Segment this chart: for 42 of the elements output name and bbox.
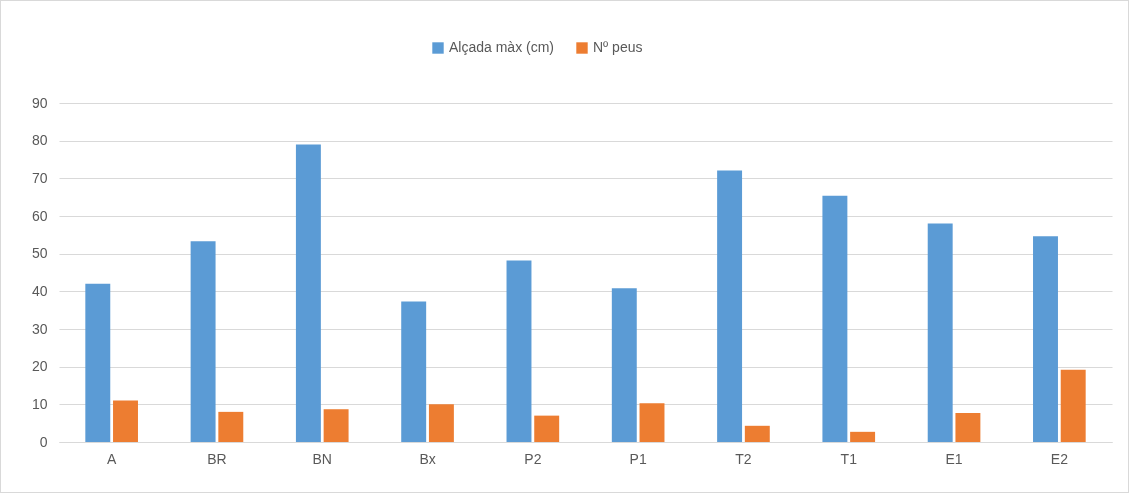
x-tick-label: Bx (419, 450, 436, 467)
bar (822, 195, 848, 442)
x-tick-label: P2 (524, 450, 542, 467)
bar (506, 260, 532, 442)
bar (190, 241, 216, 442)
bar (744, 425, 770, 442)
y-tick-label: 20 (31, 358, 48, 375)
bar (717, 170, 743, 442)
bar (955, 413, 981, 442)
bar (295, 144, 321, 442)
bar (1060, 369, 1086, 442)
legend-label: Nº peus (593, 39, 643, 55)
bar (1033, 236, 1058, 442)
bar (428, 404, 454, 442)
y-tick-label: 40 (31, 282, 48, 299)
bar (401, 301, 427, 442)
y-tick-label: 50 (31, 245, 48, 262)
y-tick-label: 90 (31, 94, 48, 111)
x-tick-label: A (106, 450, 117, 467)
y-tick-label: 60 (31, 207, 48, 224)
y-tick-label: 70 (31, 169, 48, 186)
x-tick-label: E2 (1050, 450, 1069, 467)
x-tick-label: BR (207, 450, 227, 467)
legend-label: Alçada màx (cm) (449, 39, 555, 55)
bar (85, 283, 111, 442)
bar (927, 223, 953, 442)
x-tick-label: E1 (945, 450, 963, 467)
bar (534, 415, 560, 442)
bar (218, 411, 244, 442)
bar (611, 288, 637, 442)
x-tick-label: T1 (840, 450, 858, 467)
x-tick-label: P1 (629, 450, 647, 467)
bar (323, 409, 349, 442)
bar (113, 400, 138, 442)
y-tick-label: 0 (39, 433, 48, 450)
x-tick-label: BN (312, 450, 332, 467)
bar (850, 431, 876, 442)
bar (639, 403, 665, 442)
y-tick-label: 10 (31, 395, 48, 412)
y-tick-label: 80 (31, 132, 48, 149)
y-tick-label: 30 (31, 320, 48, 337)
x-tick-label: T2 (735, 450, 752, 467)
